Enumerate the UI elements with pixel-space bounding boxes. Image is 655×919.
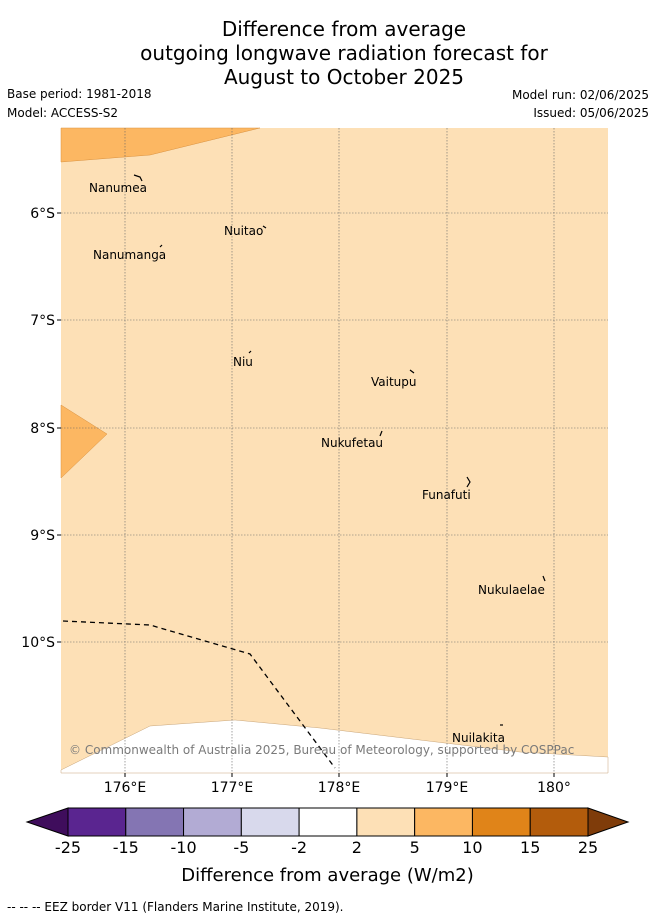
islands	[133, 174, 546, 726]
island-nanumanga	[159, 244, 163, 248]
colorbar-tick-label: 10	[462, 838, 482, 857]
lat-tick-label: 7°S	[30, 313, 55, 329]
place-label-nukulaelae: Nukulaelae	[478, 583, 545, 597]
island-niu	[248, 350, 252, 354]
lon-tick-label: 179°E	[426, 780, 469, 796]
title-line-3: August to October 2025	[223, 65, 465, 89]
place-label-vaitupu: Vaitupu	[371, 375, 417, 389]
chart-title: Difference from average outgoing longwav…	[0, 17, 655, 89]
grid-lines	[61, 128, 608, 773]
place-label-nanumanga: Nanumanga	[93, 248, 166, 262]
title-line-2: outgoing longwave radiation forecast for	[140, 41, 548, 65]
lon-tick-label: 177°E	[211, 780, 254, 796]
island-nuitao	[262, 225, 267, 229]
island-vaitupu	[409, 369, 415, 374]
lat-tick-label: 6°S	[30, 206, 55, 222]
place-label-nuitao: Nuitao	[224, 224, 263, 238]
colorbar-tick-label: -25	[55, 838, 81, 857]
colorbar-bin	[529, 807, 589, 837]
anomaly-patch-west	[60, 404, 108, 479]
place-label-niu: Niu	[233, 355, 253, 369]
neutral-area	[60, 719, 609, 774]
colorbar-ticks: -25 -15 -10 -5 -2 2 5 10 15 25	[55, 838, 598, 857]
lat-tick-label: 8°S	[30, 421, 55, 437]
colorbar-tick-label: -10	[170, 838, 196, 857]
anomaly-patch-north	[60, 127, 261, 163]
lon-tick-label: 178°E	[318, 780, 361, 796]
issued-date: Issued: 05/06/2025	[533, 106, 649, 120]
base-period: Base period: 1981-2018	[7, 87, 152, 101]
colorbar-bin	[471, 807, 531, 837]
lat-tick-label: 10°S	[21, 635, 55, 651]
colorbar-tick-label: 5	[410, 838, 420, 857]
model-run: Model run: 02/06/2025	[511, 88, 649, 102]
eez-legend-note: -- -- -- EEZ border V11 (Flanders Marine…	[7, 900, 344, 914]
place-label-nukufetau: Nukufetau	[321, 436, 383, 450]
colorbar-tick-label: -2	[291, 838, 307, 857]
place-label-funafuti: Funafuti	[422, 488, 471, 502]
colorbar-bin	[356, 807, 416, 837]
colorbar-bin	[298, 807, 358, 837]
island-funafuti	[466, 476, 471, 488]
lon-tick-label: 180°	[537, 780, 571, 796]
colorbar-tick-label: -15	[113, 838, 139, 857]
place-label-nuilakita: Nuilakita	[452, 731, 505, 745]
eez-border	[62, 620, 336, 769]
lon-tick-label: 176°E	[104, 780, 147, 796]
lat-tick-label: 9°S	[30, 528, 55, 544]
copyright-text: © Commonwealth of Australia 2025, Bureau…	[69, 743, 574, 757]
colorbar-extend-low	[25, 807, 69, 837]
colorbar-tick-label: -5	[233, 838, 249, 857]
colorbar-bin	[183, 807, 242, 837]
map-background	[61, 128, 608, 773]
map-svg: Nanumea Nuitao Nanumanga Niu Vaitupu Nuk…	[21, 127, 630, 857]
colorbar-tick-label: 2	[352, 838, 362, 857]
colorbar	[25, 807, 630, 837]
island-nukufetau	[379, 430, 383, 437]
colorbar-tick-label: 25	[578, 838, 598, 857]
colorbar-tick-label: 15	[520, 838, 540, 857]
model-name: Model: ACCESS-S2	[7, 106, 119, 120]
island-nukulaelae	[542, 575, 546, 582]
colorbar-extend-high	[587, 807, 630, 837]
place-label-nanumea: Nanumea	[89, 181, 147, 195]
colorbar-bin	[414, 807, 473, 837]
axis-ticks	[57, 212, 555, 777]
colorbar-bin	[125, 807, 185, 837]
colorbar-bin	[67, 807, 127, 837]
island-nanumea	[133, 174, 143, 182]
title-line-1: Difference from average	[221, 17, 467, 41]
colorbar-label: Difference from average (W/m2)	[181, 865, 474, 886]
colorbar-bin	[240, 807, 300, 837]
